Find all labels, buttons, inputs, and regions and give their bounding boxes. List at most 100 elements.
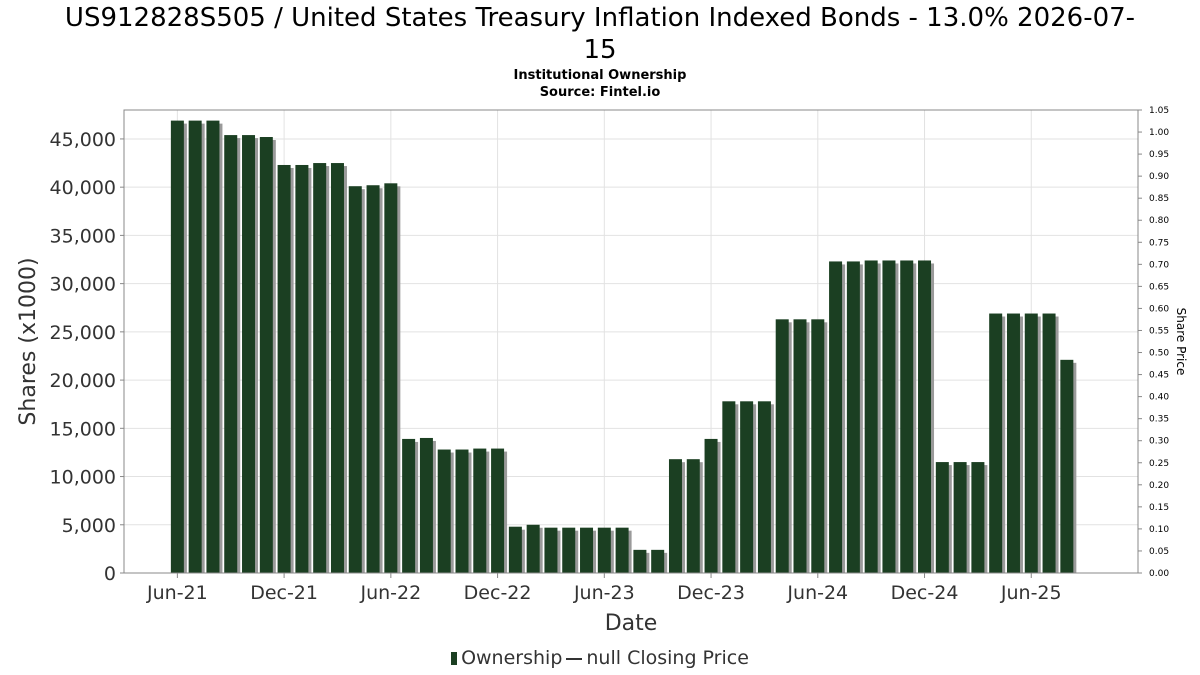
y2-tick-label: 0.20 <box>1149 481 1169 491</box>
y2-tick-label: 0.60 <box>1149 304 1169 314</box>
y2-tick-label: 0.90 <box>1149 172 1169 182</box>
ownership-bar <box>455 449 469 573</box>
y-tick-label: 40,000 <box>50 177 116 199</box>
y-tick-label: 30,000 <box>50 274 116 296</box>
ownership-bar <box>953 462 967 573</box>
y2-tick-label: 0.95 <box>1149 150 1169 160</box>
ownership-bar <box>597 527 611 573</box>
ownership-bar <box>508 526 522 573</box>
ownership-bar <box>313 163 327 574</box>
ownership-bar <box>402 438 416 573</box>
y-tick-label: 15,000 <box>50 418 116 440</box>
y2-tick-label: 0.50 <box>1149 349 1169 359</box>
y2-tick-label: 0.70 <box>1149 260 1169 270</box>
y2-tick-label: 0.45 <box>1149 371 1169 381</box>
ownership-bar <box>491 448 505 573</box>
ownership-bar <box>829 261 843 573</box>
y2-tick-label: 0.30 <box>1149 437 1169 447</box>
y2-tick-label: 0.05 <box>1149 547 1169 557</box>
y2-tick-label: 0.75 <box>1149 238 1169 248</box>
y2-tick-label: 0.65 <box>1149 282 1169 292</box>
ownership-bar <box>348 186 362 573</box>
ownership-bar <box>811 319 825 573</box>
y2-tick-label: 0.15 <box>1149 503 1169 513</box>
plot-frame <box>123 109 1139 574</box>
y-tick-label: 45,000 <box>50 129 116 151</box>
ownership-bar <box>740 401 754 573</box>
y-tick-label: 5,000 <box>62 515 116 537</box>
ownership-bar <box>170 120 184 574</box>
ownership-bar <box>900 260 914 573</box>
chart-title: US912828S505 / United States Treasury In… <box>0 2 1200 66</box>
ownership-bar <box>384 183 398 573</box>
ownership-bar <box>793 319 807 573</box>
ownership-bar <box>846 261 860 573</box>
ownership-bar <box>722 401 736 573</box>
y2-tick-label: 0.80 <box>1149 216 1169 226</box>
ownership-bar <box>526 524 540 573</box>
chart-source: Source: Fintel.io <box>539 85 661 100</box>
legend-price-line <box>566 657 583 660</box>
ownership-bar <box>224 135 238 573</box>
ownership-bar <box>686 459 700 573</box>
ownership-bar <box>882 260 896 573</box>
ownership-bar <box>188 120 202 574</box>
y2-tick-label: 0.00 <box>1149 569 1169 579</box>
ownership-bar <box>330 163 344 574</box>
ownership-bar <box>206 120 220 574</box>
y2-axis-title: Share Price <box>1174 308 1188 376</box>
y-tick-label: 25,000 <box>50 322 116 344</box>
ownership-bar <box>437 449 451 573</box>
y2-tick-label: 0.10 <box>1149 525 1169 535</box>
x-tick-label: Jun-22 <box>359 582 421 604</box>
y-tick-label: 20,000 <box>50 370 116 392</box>
legend-ownership-swatch <box>451 652 458 665</box>
x-tick-label: Dec-23 <box>677 582 745 604</box>
ownership-bar <box>668 459 682 573</box>
x-tick-label: Dec-22 <box>464 582 532 604</box>
ownership-bar <box>473 448 487 573</box>
ownership-bar <box>544 527 558 573</box>
ownership-bar <box>1006 313 1020 573</box>
ownership-bar <box>1042 313 1056 573</box>
legend-ownership-label: Ownership <box>461 647 563 669</box>
chart-subtitle: Institutional Ownership <box>513 68 687 83</box>
y2-tick-label: 0.85 <box>1149 194 1169 204</box>
ownership-bar <box>615 527 629 573</box>
ownership-bar <box>775 319 789 573</box>
y2-tick-label: 1.00 <box>1149 128 1169 138</box>
ownership-bar <box>1024 313 1038 573</box>
y2-tick-label: 1.05 <box>1149 106 1169 116</box>
legend-price-label: null Closing Price <box>586 647 749 669</box>
x-axis-title: Date <box>605 611 658 636</box>
ownership-bar <box>259 137 273 573</box>
y2-tick-label: 0.40 <box>1149 393 1169 403</box>
chart-title-line-2: 15 <box>583 35 617 65</box>
ownership-bar <box>580 527 594 573</box>
ownership-bar <box>562 527 576 573</box>
x-tick-label: Dec-24 <box>891 582 959 604</box>
ownership-bar <box>935 462 949 573</box>
y2-tick-label: 0.55 <box>1149 326 1169 336</box>
x-tick-label: Jun-25 <box>1000 582 1062 604</box>
y-tick-label: 35,000 <box>50 225 116 247</box>
x-tick-label: Jun-21 <box>146 582 208 604</box>
y2-tick-label: 0.25 <box>1149 459 1169 469</box>
ownership-bar <box>989 313 1003 573</box>
ownership-bar <box>419 437 433 573</box>
ownership-bar <box>277 164 291 573</box>
ownership-bar <box>242 135 256 573</box>
y-tick-label: 10,000 <box>50 467 116 489</box>
ownership-bar <box>651 549 665 573</box>
x-tick-label: Jun-24 <box>786 582 848 604</box>
ownership-bar <box>757 401 771 573</box>
x-tick-label: Jun-23 <box>573 582 635 604</box>
ownership-bar <box>704 438 718 573</box>
ownership-bar <box>1060 359 1074 573</box>
ownership-bar <box>918 260 932 573</box>
chart-title-line-1: US912828S505 / United States Treasury In… <box>64 3 1136 33</box>
ownership-bar <box>971 462 985 573</box>
legend: Ownership null Closing Price <box>0 647 1200 669</box>
ownership-bar <box>366 185 380 574</box>
ownership-bar <box>295 164 309 573</box>
